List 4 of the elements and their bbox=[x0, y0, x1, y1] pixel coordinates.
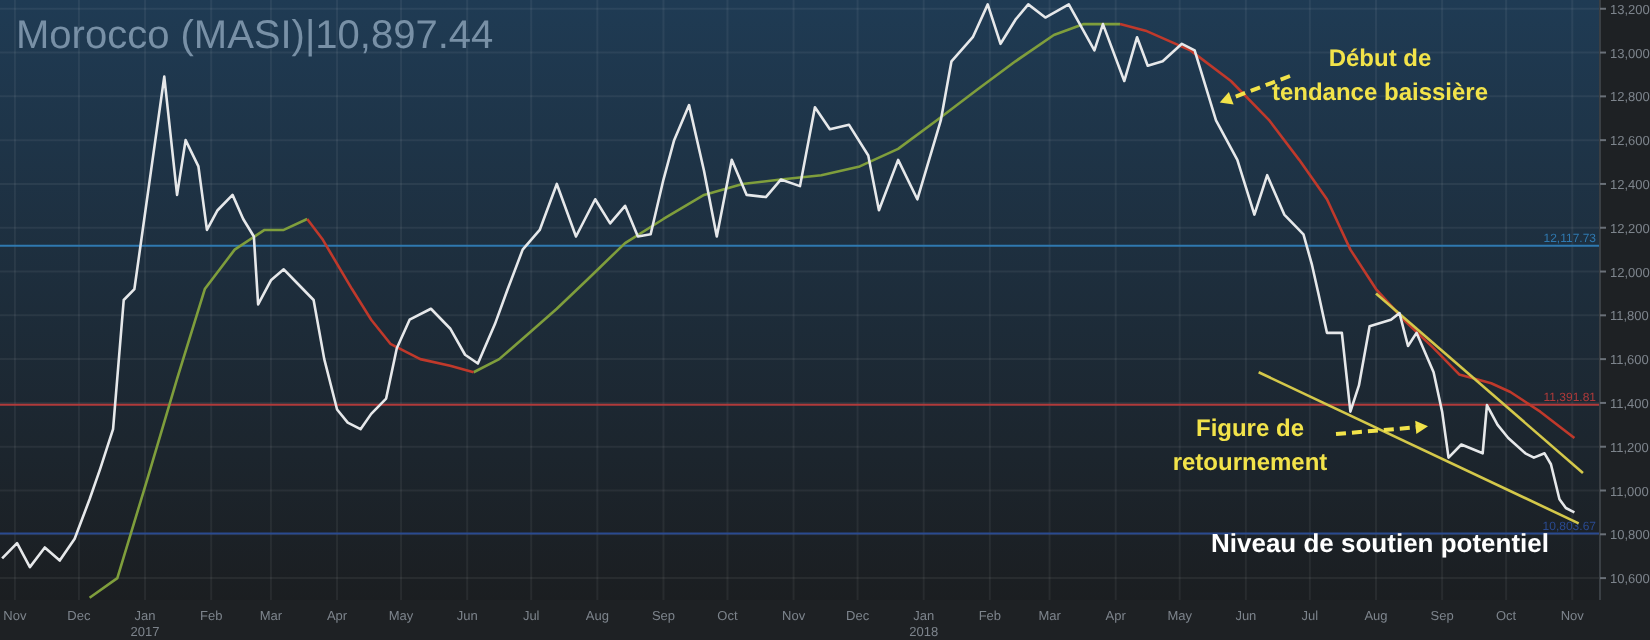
chart-title: Morocco (MASI)|10,897.44 bbox=[16, 14, 494, 58]
annotation: Début de tendance baissière bbox=[1271, 44, 1489, 106]
annotation: Figure de retournement bbox=[1172, 414, 1328, 476]
annotation: Niveau de soutien potentiel bbox=[1210, 528, 1550, 558]
